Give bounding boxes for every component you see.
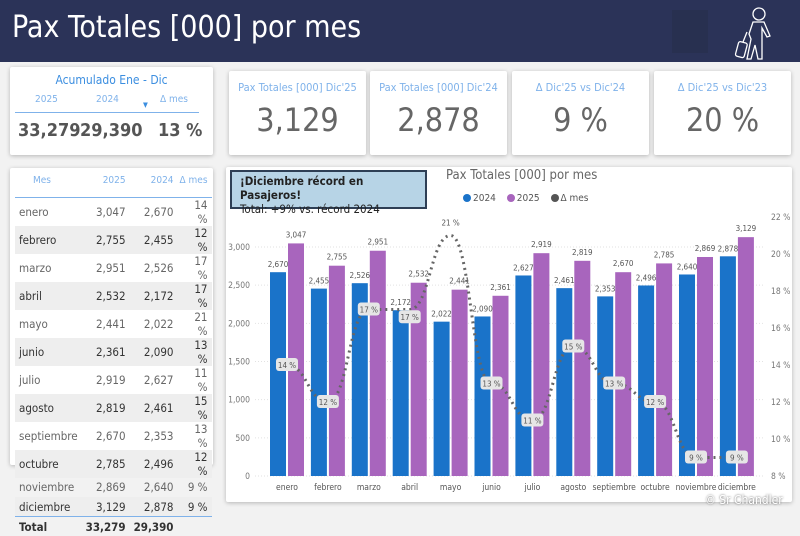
data-label-2024: 2,172	[390, 298, 411, 307]
y2-tick-label: 10 %	[771, 435, 790, 445]
y-tick-label: 500	[235, 434, 250, 444]
bar-2024[interactable]	[638, 285, 654, 476]
total-cell	[178, 517, 212, 536]
bar-2024[interactable]	[393, 310, 409, 476]
y-tick-label: 1,000	[228, 396, 250, 406]
delta-label: 14 %	[278, 361, 296, 370]
delta-label: 12 %	[319, 398, 337, 407]
y2-tick-label: 22 %	[771, 213, 790, 223]
x-tick-label: diciembre	[718, 483, 756, 493]
delta-label: 9 %	[730, 454, 744, 463]
data-label-2025: 2,755	[327, 253, 348, 262]
y2-tick-label: 14 %	[771, 361, 790, 371]
delta-label: 13 %	[482, 380, 500, 389]
bar-2025[interactable]	[370, 251, 386, 476]
data-label-2024: 2,353	[595, 284, 616, 293]
bar-2024[interactable]	[311, 289, 327, 476]
data-label-2024: 2,526	[349, 271, 370, 280]
data-label-2024: 2,022	[431, 310, 452, 319]
x-tick-label: febrero	[314, 483, 342, 493]
bar-2025[interactable]	[615, 272, 631, 476]
x-tick-label: septiembre	[593, 483, 637, 493]
delta-label: 17 %	[401, 313, 419, 322]
y-tick-label: 2,000	[228, 319, 250, 329]
data-label-2024: 2,670	[268, 260, 289, 269]
data-label-2024: 2,640	[677, 262, 698, 271]
data-label-2025: 2,919	[531, 240, 552, 249]
x-tick-label: abril	[401, 483, 418, 493]
total-cell: Total	[15, 517, 82, 536]
delta-label: 17 %	[360, 306, 378, 315]
data-label-2025: 2,670	[613, 259, 634, 268]
y-tick-label: 1,500	[228, 358, 250, 368]
total-cell: 29,390	[130, 517, 178, 536]
delta-label: 15 %	[564, 343, 582, 352]
y-tick-label: 0	[245, 472, 250, 482]
bar-2024[interactable]	[556, 288, 572, 476]
y-tick-label: 2,500	[228, 281, 250, 291]
y2-tick-label: 12 %	[771, 398, 790, 408]
x-tick-label: marzo	[357, 483, 381, 493]
bar-2025[interactable]	[697, 257, 713, 476]
delta-label: 21 %	[441, 219, 459, 228]
data-label-2025: 2,951	[367, 238, 388, 247]
data-label-2025: 2,532	[408, 270, 429, 279]
bar-2024[interactable]	[515, 275, 531, 476]
x-tick-label: agosto	[560, 483, 586, 493]
delta-label: 12 %	[646, 398, 664, 407]
x-tick-label: mayo	[440, 483, 462, 493]
bar-2025[interactable]	[656, 263, 672, 476]
bar-2025[interactable]	[329, 266, 345, 476]
data-label-2025: 3,129	[736, 224, 757, 233]
bar-2024[interactable]	[720, 256, 736, 476]
delta-label: 11 %	[523, 417, 541, 426]
data-label-2025: 3,047	[286, 230, 307, 239]
y-tick-label: 3,000	[228, 243, 250, 253]
y2-tick-label: 16 %	[771, 324, 790, 334]
data-label-2024: 2,878	[718, 244, 739, 253]
data-label-2024: 2,461	[554, 276, 575, 285]
delta-label: 13 %	[605, 380, 623, 389]
total-cell: 33,279	[82, 517, 130, 536]
bar-2024[interactable]	[434, 322, 450, 476]
data-label-2024: 2,455	[309, 277, 330, 286]
watermark: © Sr Chandler	[705, 494, 783, 507]
bar-2024[interactable]	[679, 274, 695, 476]
y2-tick-label: 8 %	[771, 472, 786, 482]
data-label-2025: 2,819	[572, 248, 593, 257]
data-label-2024: 2,090	[472, 304, 493, 313]
data-label-2025: 2,785	[654, 250, 675, 259]
data-label-2025: 2,869	[695, 244, 716, 253]
x-tick-label: octubre	[640, 483, 670, 493]
y2-tick-label: 20 %	[771, 250, 790, 260]
delta-label: 9 %	[689, 454, 703, 463]
x-tick-label: noviembre	[676, 483, 717, 493]
data-label-2024: 2,627	[513, 263, 534, 272]
bar-2025[interactable]	[574, 261, 590, 476]
x-tick-label: junio	[481, 483, 501, 493]
x-tick-label: julio	[523, 483, 540, 493]
bar-2025[interactable]	[533, 253, 549, 476]
bar-2024[interactable]	[270, 272, 286, 476]
bar-2025[interactable]	[738, 237, 754, 476]
data-label-2025: 2,361	[490, 283, 511, 292]
bar-2025[interactable]	[452, 290, 468, 476]
bar-line-chart: 0 500 1,000 1,500 2,000 2,500 3,000 8 % 10 % 12 %…	[0, 0, 800, 507]
data-label-2024: 2,496	[636, 273, 657, 282]
x-tick-label: enero	[276, 483, 298, 493]
y2-tick-label: 18 %	[771, 287, 790, 297]
